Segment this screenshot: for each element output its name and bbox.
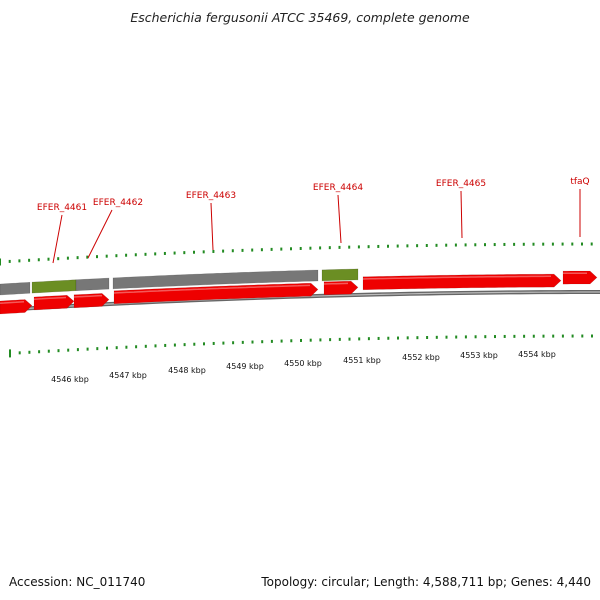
accession-text: Accession: NC_011740 xyxy=(9,575,146,589)
gene-label-leader xyxy=(460,190,463,239)
gene-label: EFER_4465 xyxy=(436,179,486,189)
kbp-label: 4550 kbp xyxy=(284,359,322,368)
gene-arrow-shine xyxy=(323,282,349,285)
gene-gray-segment xyxy=(112,269,319,290)
gene-arrow-shine xyxy=(113,284,311,294)
gene-label: EFER_4461 xyxy=(37,203,87,213)
gene-arrow xyxy=(73,293,110,309)
gene-arrow xyxy=(362,273,562,291)
gene-arrow-shine xyxy=(0,301,25,304)
gene-arrow xyxy=(113,282,319,305)
genome-summary-text: Topology: circular; Length: 4,588,711 bp… xyxy=(261,575,591,589)
gene-arrow xyxy=(33,294,75,311)
gene-gray-segment xyxy=(75,277,110,291)
kbp-label: 4547 kbp xyxy=(109,371,147,380)
kbp-label: 4552 kbp xyxy=(402,353,440,362)
gene-arrow-shine xyxy=(73,294,103,298)
gene-gray-segment xyxy=(0,281,31,296)
gene-arrow xyxy=(323,280,359,296)
gene-arrow xyxy=(562,270,598,285)
gene-green-segment xyxy=(321,268,359,282)
gene-arrow-shine xyxy=(33,296,67,300)
map-title: Escherichia fergusonii ATCC 35469, compl… xyxy=(130,10,470,25)
gene-arrow xyxy=(0,299,33,315)
gene-label: tfaQ xyxy=(570,177,589,187)
gene-label-leader xyxy=(337,194,342,244)
gene-label: EFER_4462 xyxy=(93,198,143,208)
gene-green-segment xyxy=(31,279,77,294)
gene-label: EFER_4463 xyxy=(186,191,236,201)
kbp-label: 4551 kbp xyxy=(343,356,381,365)
kbp-label: 4554 kbp xyxy=(518,350,556,359)
gene-label-leader xyxy=(87,209,113,259)
kbp-label: 4549 kbp xyxy=(226,362,264,371)
kbp-label: 4553 kbp xyxy=(460,351,498,360)
gene-label-leader xyxy=(210,202,214,251)
kbp-label: 4548 kbp xyxy=(168,366,206,375)
kbp-label: 4546 kbp xyxy=(51,375,89,384)
gene-arrow-shine xyxy=(362,275,551,280)
gene-label: EFER_4464 xyxy=(313,183,363,193)
gene-label-leader xyxy=(52,214,63,264)
